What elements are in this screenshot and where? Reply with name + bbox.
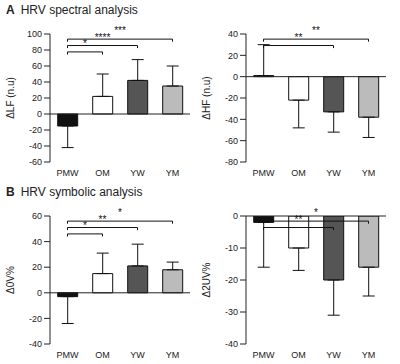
svg-text:-40: -40 — [225, 115, 238, 125]
svg-text:ΔLF (n.u): ΔLF (n.u) — [8, 77, 16, 119]
svg-text:20: 20 — [32, 262, 42, 272]
svg-text:80: 80 — [32, 45, 42, 55]
svg-text:-20: -20 — [225, 93, 238, 103]
svg-text:YM: YM — [362, 168, 376, 178]
svg-text:-20: -20 — [29, 314, 42, 324]
svg-text:Δ0V%: Δ0V% — [8, 266, 16, 294]
svg-text:PMW: PMW — [57, 168, 80, 178]
svg-text:YW: YW — [130, 168, 145, 178]
svg-text:OM: OM — [291, 168, 306, 178]
svg-text:60: 60 — [32, 211, 42, 221]
svg-text:PMW: PMW — [253, 350, 276, 360]
svg-text:***: *** — [114, 25, 126, 36]
svg-text:0: 0 — [37, 109, 42, 119]
svg-text:40: 40 — [228, 29, 238, 39]
html-text:HRV symbolic analysis: HRV symbolic analysis — [20, 185, 143, 199]
html-text:B: B — [6, 185, 15, 199]
svg-text:-60: -60 — [225, 136, 238, 146]
svg-text:**: ** — [295, 214, 303, 225]
svg-text:**: ** — [295, 32, 303, 43]
svg-text:YW: YW — [326, 168, 341, 178]
svg-text:YM: YM — [362, 350, 376, 360]
svg-text:*: * — [314, 207, 318, 218]
svg-text:-40: -40 — [29, 141, 42, 151]
svg-text:-60: -60 — [29, 157, 42, 167]
svg-text:-40: -40 — [29, 339, 42, 349]
svg-text:PMW: PMW — [253, 168, 276, 178]
svg-text:PMW: PMW — [57, 350, 80, 360]
svg-text:-80: -80 — [225, 157, 238, 167]
svg-text:**: ** — [99, 214, 107, 225]
svg-text:-30: -30 — [225, 307, 238, 317]
svg-text:*: * — [83, 38, 87, 49]
svg-text:20: 20 — [32, 93, 42, 103]
svg-text:****: **** — [95, 32, 111, 43]
svg-text:*: * — [83, 220, 87, 231]
svg-text:YM: YM — [166, 350, 180, 360]
svg-text:OM: OM — [291, 350, 306, 360]
svg-text:40: 40 — [32, 237, 42, 247]
svg-text:*: * — [118, 207, 122, 218]
svg-text:100: 100 — [27, 29, 42, 39]
svg-text:-40: -40 — [225, 339, 238, 349]
svg-text:20: 20 — [228, 51, 238, 61]
svg-text:YM: YM — [166, 168, 180, 178]
svg-text:0: 0 — [233, 211, 238, 221]
svg-text:0: 0 — [37, 288, 42, 298]
svg-text:YW: YW — [326, 350, 341, 360]
svg-text:60: 60 — [32, 61, 42, 71]
svg-text:-20: -20 — [225, 275, 238, 285]
svg-text:ΔHF (n.u): ΔHF (n.u) — [201, 76, 212, 119]
svg-text:-10: -10 — [225, 243, 238, 253]
svg-text:Δ2UV%: Δ2UV% — [201, 262, 212, 297]
svg-text:**: ** — [312, 25, 320, 36]
svg-text:40: 40 — [32, 77, 42, 87]
svg-text:0: 0 — [233, 72, 238, 82]
html-text:A: A — [6, 3, 15, 17]
svg-text:YW: YW — [130, 350, 145, 360]
svg-text:OM: OM — [95, 168, 110, 178]
svg-text:-20: -20 — [29, 125, 42, 135]
html-text:HRV spectral analysis: HRV spectral analysis — [20, 3, 138, 17]
svg-text:OM: OM — [95, 350, 110, 360]
